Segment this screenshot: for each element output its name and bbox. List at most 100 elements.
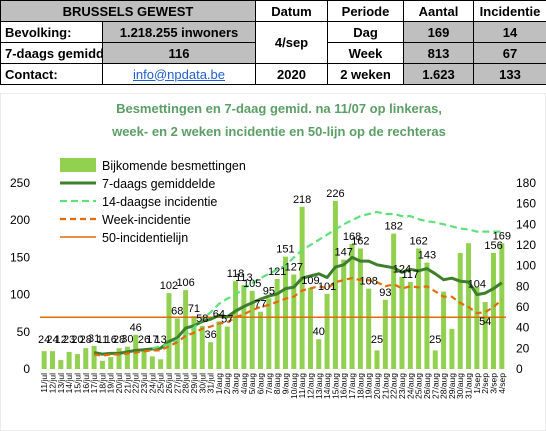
x-tick-label: 29/jul bbox=[189, 373, 199, 393]
data-label: 118 bbox=[227, 268, 245, 280]
bar bbox=[432, 350, 438, 369]
bar bbox=[416, 248, 422, 369]
legend-label: 14-daagse incidentie bbox=[102, 195, 217, 209]
bar bbox=[124, 346, 130, 369]
data-label: 113 bbox=[235, 272, 253, 284]
x-tick-label: 24/jul bbox=[147, 373, 157, 393]
legend-label: 7-daags gemiddelde bbox=[102, 177, 215, 191]
contact-cell: info@npdata.be bbox=[102, 63, 256, 85]
line-series bbox=[40, 210, 506, 357]
data-label: 105 bbox=[243, 278, 261, 290]
data-label: 226 bbox=[326, 188, 344, 200]
bar bbox=[99, 360, 105, 369]
data-label: 17 bbox=[146, 334, 158, 346]
bar bbox=[66, 351, 72, 369]
bar bbox=[149, 356, 155, 369]
left-tick-label: 150 bbox=[10, 250, 30, 264]
covid-chart: Besmettingen en 7-daag gemid. na 11/07 o… bbox=[0, 93, 546, 431]
data-label: 11 bbox=[97, 334, 108, 346]
x-tick-label: 24/aug bbox=[405, 373, 415, 399]
left-axis: 0 50 100 150 200 250 bbox=[10, 176, 30, 376]
x-tick-label: 9/aug bbox=[280, 373, 290, 395]
x-tick-label: 2/sep bbox=[480, 373, 490, 394]
data-label: 24 bbox=[38, 334, 50, 346]
data-label: 169 bbox=[493, 230, 511, 242]
x-tick-label: 6/aug bbox=[256, 373, 266, 395]
data-label: 162 bbox=[409, 235, 427, 247]
x-tick-label: 27/jul bbox=[172, 373, 182, 393]
x-tick-label: 12/aug bbox=[305, 373, 315, 399]
bar bbox=[482, 302, 488, 369]
data-label: 57 bbox=[221, 314, 233, 326]
data-label: 54 bbox=[479, 316, 491, 328]
x-tick-label: 31/jul bbox=[206, 373, 216, 393]
x-tick-label: 25/jul bbox=[156, 373, 166, 393]
x-tick-label: 7/aug bbox=[264, 373, 274, 395]
left-tick-label: 50 bbox=[17, 325, 31, 339]
dag-label: Dag bbox=[327, 21, 404, 43]
data-label: 143 bbox=[418, 250, 436, 262]
week-aantal: 813 bbox=[403, 42, 474, 64]
bevolking-value: 1.218.255 inwoners bbox=[102, 21, 256, 43]
data-label: 36 bbox=[204, 329, 216, 341]
series-line bbox=[152, 210, 502, 350]
right-tick-label: 80 bbox=[516, 279, 530, 293]
bevolking-label: Bevolking: bbox=[0, 21, 103, 43]
data-label: 218 bbox=[293, 194, 311, 206]
bar bbox=[349, 244, 355, 369]
x-tick-label: 19/jul bbox=[106, 373, 116, 393]
data-label: 124 bbox=[393, 264, 411, 276]
bar bbox=[324, 293, 330, 369]
bar bbox=[407, 281, 413, 369]
data-label: 93 bbox=[379, 287, 391, 299]
data-label: 30 bbox=[121, 334, 133, 346]
x-axis: 11/jul12/jul13/jul14/jul15/jul16/jul17/j… bbox=[39, 373, 507, 399]
bar bbox=[49, 351, 55, 369]
x-tick-label: 22/aug bbox=[389, 373, 399, 399]
x-tick-label: 26/aug bbox=[422, 373, 432, 399]
bars-series bbox=[41, 200, 505, 369]
x-tick-label: 11/aug bbox=[297, 373, 307, 399]
data-label: 127 bbox=[285, 262, 303, 274]
bar bbox=[174, 318, 180, 369]
bar bbox=[291, 274, 297, 369]
right-tick-label: 20 bbox=[516, 341, 530, 355]
data-label: 23 bbox=[63, 334, 75, 346]
contact-email-link[interactable]: info@npdata.be bbox=[133, 66, 225, 82]
bar bbox=[216, 321, 222, 369]
series-line bbox=[93, 255, 503, 356]
bar bbox=[249, 290, 255, 369]
bar bbox=[441, 291, 447, 369]
bar bbox=[141, 349, 147, 369]
data-label: 26 bbox=[138, 334, 150, 346]
x-tick-label: 2/aug bbox=[222, 373, 232, 395]
bar bbox=[316, 339, 322, 369]
x-tick-label: 20/aug bbox=[372, 373, 382, 399]
bar bbox=[208, 342, 214, 369]
x-tick-label: 14/jul bbox=[64, 373, 74, 393]
dag-incidentie: 14 bbox=[473, 21, 546, 43]
year: 2020 bbox=[255, 63, 328, 85]
left-tick-label: 200 bbox=[10, 213, 30, 227]
x-tick-label: 18/jul bbox=[97, 373, 107, 393]
x-tick-label: 1/sep bbox=[472, 373, 482, 394]
week-incidentie: 67 bbox=[473, 42, 546, 64]
x-tick-label: 21/jul bbox=[122, 373, 132, 393]
data-label: 46 bbox=[130, 322, 142, 334]
x-tick-label: 27/aug bbox=[430, 373, 440, 399]
data-label: 25 bbox=[429, 334, 441, 346]
bar bbox=[499, 243, 505, 369]
data-label: 147 bbox=[335, 247, 353, 259]
bar bbox=[449, 328, 455, 369]
data-label: 13 bbox=[155, 334, 167, 346]
bar bbox=[474, 287, 480, 369]
x-tick-label: 16/jul bbox=[81, 373, 91, 393]
bar bbox=[424, 262, 430, 369]
x-tick-label: 15/jul bbox=[72, 373, 82, 393]
data-label: 16 bbox=[105, 334, 117, 346]
bar bbox=[282, 256, 288, 369]
week-label: Week bbox=[327, 42, 404, 64]
data-label: 156 bbox=[484, 240, 502, 252]
data-label: 40 bbox=[313, 326, 325, 338]
chart-title-line1: Besmettingen en 7-daag gemid. na 11/07 o… bbox=[116, 101, 442, 116]
